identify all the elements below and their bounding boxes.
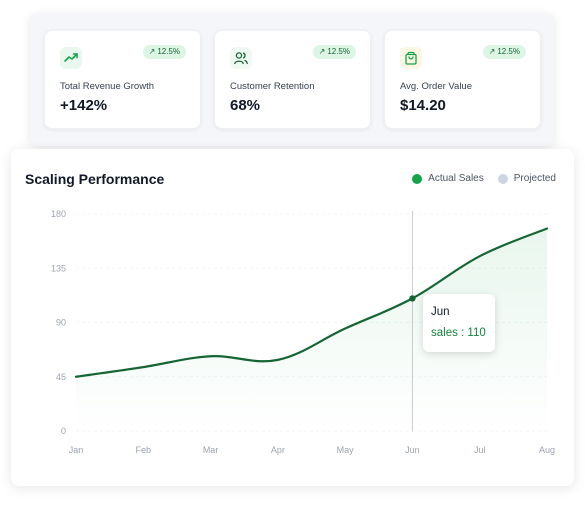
data-point-jun[interactable] bbox=[409, 295, 416, 302]
trend-badge: ↗ 12.5% bbox=[142, 45, 186, 59]
trend-badge: ↗ 12.5% bbox=[482, 45, 526, 59]
arrow-up-right-icon: ↗ bbox=[148, 47, 156, 56]
kpi-card-customer-retention[interactable]: ↗ 12.5% Customer Retention 68% bbox=[214, 30, 371, 129]
kpi-value: 68% bbox=[230, 97, 261, 114]
tooltip-value: sales : 110 bbox=[431, 327, 486, 339]
kpi-card-revenue-growth[interactable]: ↗ 12.5% Total Revenue Growth +142% bbox=[44, 30, 201, 129]
kpi-value: $14.20 bbox=[400, 97, 446, 114]
legend-label: Projected bbox=[513, 173, 556, 184]
legend-item-projected[interactable]: Projected bbox=[497, 173, 556, 184]
tooltip-title: Jun bbox=[431, 306, 450, 318]
trending-up-icon bbox=[60, 47, 82, 69]
x-tick-label: Apr bbox=[271, 445, 285, 455]
chart-card: Scaling Performance Actual Sales Project… bbox=[11, 149, 574, 486]
y-tick-label: 180 bbox=[51, 209, 66, 219]
trend-badge: ↗ 12.5% bbox=[312, 45, 356, 59]
users-icon bbox=[230, 47, 252, 69]
kpi-label: Customer Retention bbox=[230, 81, 315, 92]
legend-dot bbox=[497, 173, 508, 184]
sales-area-chart[interactable]: 0 45 90 135 180 Jan Feb Mar Apr May Jun Jul Aug bbox=[11, 149, 574, 486]
chart-tooltip: Jun sales : 110 bbox=[423, 294, 495, 352]
x-tick-label: Jun bbox=[405, 445, 420, 455]
arrow-up-right-icon: ↗ bbox=[318, 47, 326, 56]
x-tick-label: Jul bbox=[474, 445, 486, 455]
x-tick-label: Aug bbox=[539, 445, 555, 455]
y-tick-label: 90 bbox=[56, 318, 66, 328]
kpi-value: +142% bbox=[60, 97, 108, 114]
kpi-card-avg-order-value[interactable]: ↗ 12.5% Avg. Order Value $14.20 bbox=[384, 30, 541, 129]
sales-area-fill bbox=[76, 228, 547, 431]
kpi-panel: ↗ 12.5% Total Revenue Growth +142% ↗ 12.5%… bbox=[30, 13, 554, 146]
kpi-label: Avg. Order Value bbox=[400, 81, 472, 92]
legend-item-actual-sales[interactable]: Actual Sales bbox=[412, 173, 484, 184]
arrow-up-right-icon: ↗ bbox=[488, 47, 496, 56]
x-tick-label: Feb bbox=[136, 445, 152, 455]
shopping-bag-icon bbox=[400, 47, 422, 69]
y-tick-label: 45 bbox=[56, 372, 66, 382]
sales-line bbox=[74, 227, 549, 378]
chart-legend: Actual Sales Projected bbox=[412, 173, 556, 184]
legend-label: Actual Sales bbox=[428, 173, 484, 184]
x-tick-label: Jan bbox=[69, 445, 84, 455]
x-tick-label: May bbox=[337, 445, 355, 455]
legend-dot bbox=[412, 173, 423, 184]
y-tick-label: 135 bbox=[51, 263, 66, 273]
x-tick-label: Mar bbox=[203, 445, 219, 455]
y-tick-label: 0 bbox=[61, 426, 66, 436]
kpi-label: Total Revenue Growth bbox=[60, 81, 154, 92]
chart-title: Scaling Performance bbox=[25, 171, 165, 187]
